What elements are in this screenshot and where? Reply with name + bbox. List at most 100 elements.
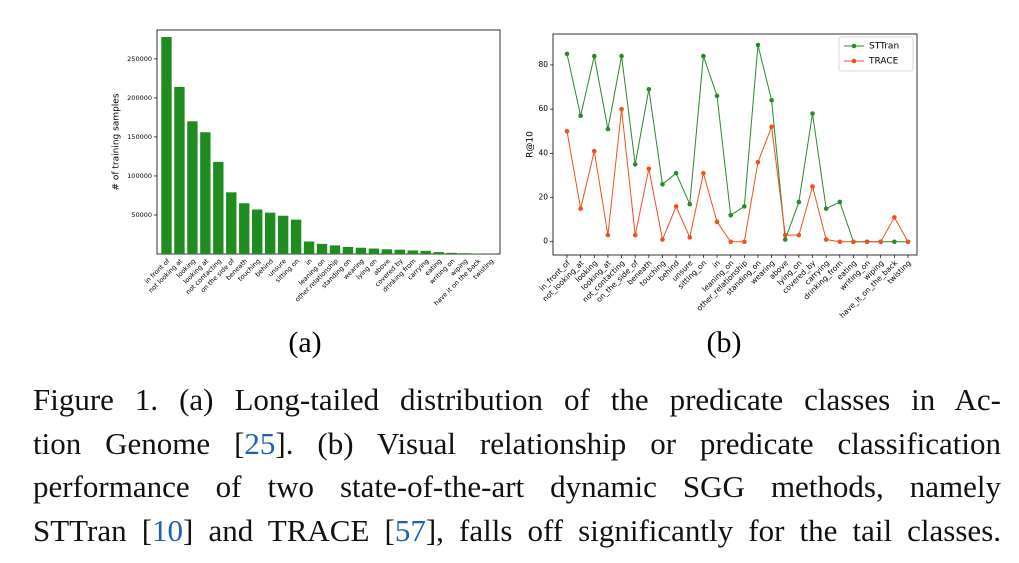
y-tick-label: 200000 [127,94,152,102]
bar [433,252,444,254]
point [782,237,788,242]
legend-marker [851,58,857,64]
point [646,166,652,172]
point [892,215,897,220]
bar [355,247,367,254]
bar [290,219,302,254]
point [660,181,665,187]
point [837,199,843,205]
series-line [566,109,909,243]
point [810,184,815,189]
point [851,239,856,245]
point [769,124,774,130]
y-tick-label: 60 [538,104,548,113]
point [728,212,733,218]
point [755,42,761,48]
caption-text: performance of two state-of-the-art dyna… [33,469,1001,504]
y-axis-label: R@10 [526,131,536,158]
point [837,239,843,245]
point [687,235,693,240]
point [742,239,747,245]
point [755,159,761,165]
point [796,232,802,238]
point [742,204,747,209]
point [646,86,652,92]
caption-line: STTran [10] and TRACE [57], falls off si… [33,509,1001,553]
point [714,93,720,99]
plot-area [552,33,918,256]
point [728,239,733,245]
caption-text: STTran [ [33,512,153,548]
legend-label: STTran [869,42,899,52]
y-tick-label: 150000 [127,133,152,141]
bar [277,215,289,254]
point [660,237,665,242]
point [632,232,638,238]
point [782,232,788,238]
bar [239,203,250,254]
y-tick-label: 20 [538,193,548,202]
subcaption: (b) [707,326,742,359]
y-tick-label: 100000 [127,172,152,180]
caption-line: Figure 1. (a) Long-tailed distribution o… [33,378,1001,422]
point [673,204,679,209]
legend-label: TRACE [868,57,899,67]
bar [264,212,276,254]
caption-text: ] and TRACE [ [183,512,395,548]
y-tick-label: 0 [543,237,548,246]
x-tick-label: in [711,258,722,269]
caption-text: ]. (b) Visual relationship or predicate … [275,425,1001,461]
point [619,106,624,112]
bar [407,250,418,254]
legend-marker [851,43,857,49]
figure: (a) (b) 50000 100000 150000 200000 250000 # o… [112,29,918,359]
bar [303,241,315,254]
bar [446,252,457,254]
bar [394,249,405,254]
point [701,53,706,59]
bar [213,161,224,254]
bar [459,253,470,254]
caption: Figure 1. (a) Long-tailed distribution o… [33,378,1001,552]
point [892,239,897,245]
x-tick-label: in [304,257,314,267]
point [796,199,802,205]
point [605,232,611,238]
caption-line: performance of two state-of-the-art dyna… [33,465,1001,509]
point [578,113,583,119]
point [823,237,829,242]
point [605,126,611,132]
y-tick-label: 40 [538,148,548,157]
point [769,98,774,103]
citation[interactable]: 25 [244,425,276,461]
point [578,206,583,211]
bar [226,192,237,254]
bar [381,249,393,254]
citation[interactable]: 57 [394,512,426,548]
point [878,239,884,245]
point [687,201,693,207]
plot-area [156,29,501,255]
bar [252,209,263,254]
caption-text: ], falls off significantly for the tail … [425,512,1002,548]
bar [174,86,185,254]
point [564,128,570,134]
citation[interactable]: 10 [152,512,184,548]
point [905,239,911,245]
point [673,170,679,176]
point [864,239,870,245]
caption-text: tion Genome [ [33,425,245,461]
point [714,219,720,225]
bar [329,245,341,254]
point [591,53,597,59]
y-tick-label: 80 [538,60,548,69]
bar [200,132,211,254]
point [701,170,706,176]
y-axis-label: # of training samples [112,93,122,190]
subcaption: (a) [288,326,321,359]
y-tick-label: 50000 [131,211,152,219]
bar [187,121,198,254]
point [619,53,624,59]
bar [368,248,380,254]
